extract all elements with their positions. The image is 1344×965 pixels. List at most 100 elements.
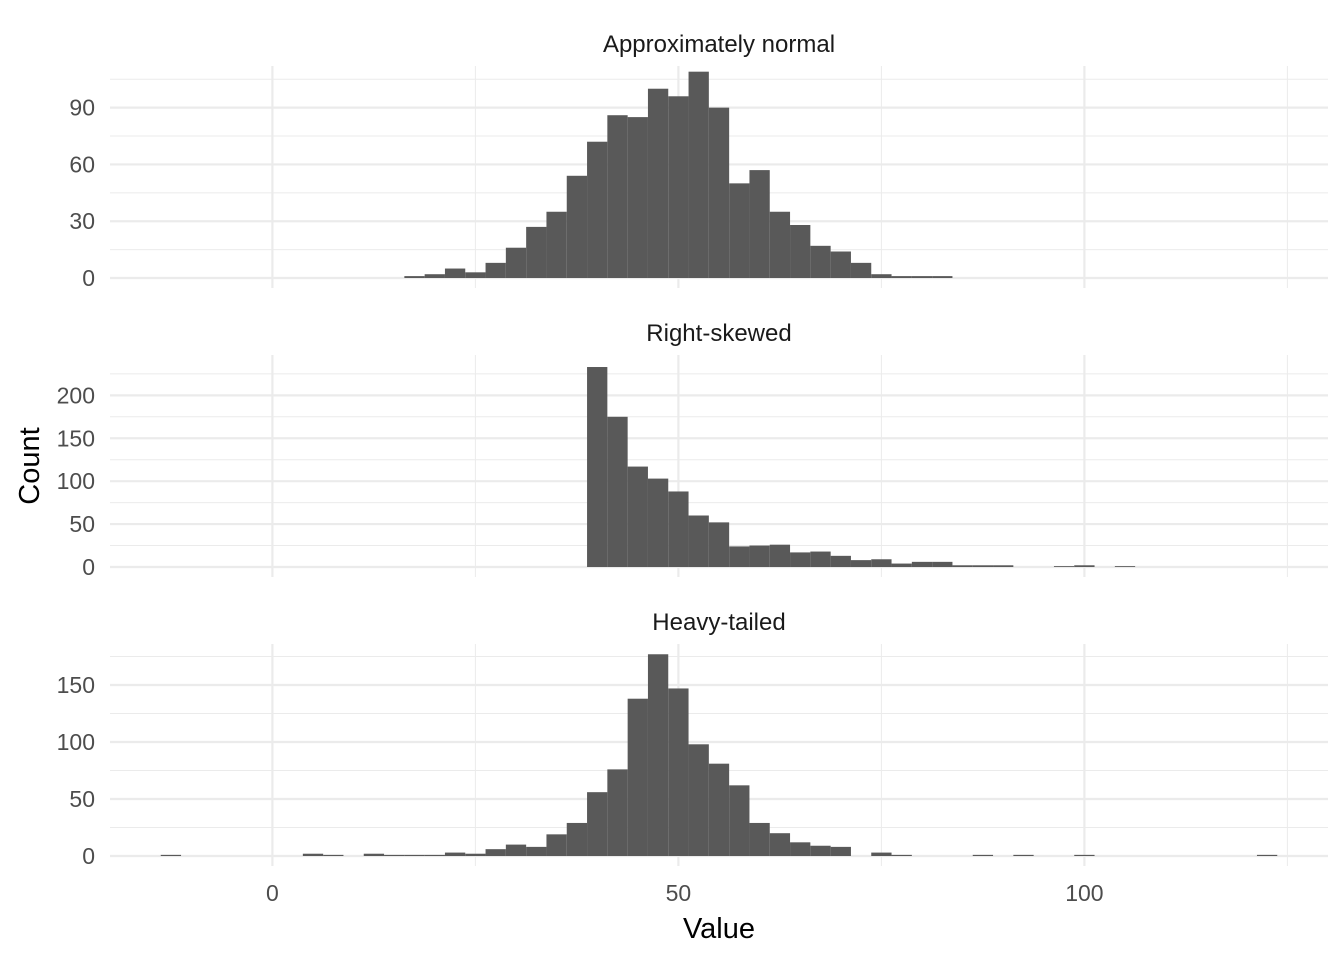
facet-strip-label: Right-skewed bbox=[646, 320, 791, 347]
histogram-bar bbox=[526, 846, 547, 856]
histogram-bar bbox=[810, 845, 831, 856]
histogram-bar bbox=[668, 96, 689, 279]
histogram-bar bbox=[627, 117, 648, 278]
histogram-bar bbox=[424, 854, 445, 856]
histogram-bar bbox=[688, 744, 709, 856]
histogram-bar bbox=[911, 276, 933, 278]
histogram-bar bbox=[444, 852, 466, 856]
histogram-bar bbox=[546, 834, 567, 856]
y-tick-label: 100 bbox=[57, 729, 95, 755]
x-tick-label: 50 bbox=[666, 880, 692, 906]
histogram-bar bbox=[891, 563, 912, 567]
histogram-bar bbox=[891, 854, 912, 856]
facet-panel: 0 30 60 90 Approximately normal bbox=[69, 31, 1328, 291]
histogram-bar bbox=[505, 247, 527, 278]
histogram-bar bbox=[607, 416, 628, 567]
y-tick-label: 0 bbox=[82, 265, 95, 291]
histogram-bar bbox=[688, 71, 709, 278]
histogram-bar bbox=[1256, 854, 1278, 856]
histogram-bar bbox=[627, 698, 648, 856]
histogram-bar bbox=[363, 853, 385, 856]
histogram-bar bbox=[1013, 854, 1034, 856]
histogram-bar bbox=[993, 565, 1014, 567]
histogram-bar bbox=[729, 546, 750, 567]
histogram-bar bbox=[769, 544, 791, 567]
y-tick-label: 60 bbox=[69, 151, 95, 177]
histogram-bar bbox=[404, 276, 425, 278]
histogram-bar bbox=[810, 245, 831, 278]
histogram-bar bbox=[891, 276, 912, 278]
y-tick-label: 50 bbox=[69, 786, 95, 812]
x-tick-label: 0 bbox=[266, 880, 279, 906]
histogram-bar bbox=[871, 852, 892, 856]
histogram-bar bbox=[871, 559, 892, 567]
histogram-bar bbox=[485, 849, 506, 856]
histogram-bar bbox=[911, 561, 933, 567]
y-tick-label: 100 bbox=[57, 468, 95, 494]
histogram-bar bbox=[708, 107, 730, 279]
histogram-bar bbox=[729, 183, 750, 278]
histogram-bar bbox=[302, 853, 324, 856]
histogram-bar bbox=[830, 251, 851, 278]
histogram-bar bbox=[769, 833, 791, 856]
histogram-bar bbox=[587, 792, 608, 856]
histogram-bar bbox=[1053, 566, 1075, 567]
histogram-bar bbox=[607, 769, 628, 856]
histogram-bar bbox=[647, 88, 669, 278]
y-tick-label: 150 bbox=[57, 672, 95, 698]
histogram-bar bbox=[688, 515, 709, 567]
histogram-bar bbox=[485, 262, 506, 278]
histogram-bar bbox=[749, 545, 770, 567]
y-tick-label: 0 bbox=[82, 554, 95, 580]
histogram-bar bbox=[749, 170, 770, 278]
histogram-bar bbox=[587, 141, 608, 278]
histogram-bar bbox=[546, 211, 567, 278]
facet-strip-label: Approximately normal bbox=[603, 31, 835, 58]
histogram-bar bbox=[708, 522, 730, 567]
y-axis-title: Count bbox=[14, 427, 46, 504]
histogram-bar bbox=[505, 844, 527, 856]
histogram-bar bbox=[647, 654, 669, 856]
histogram-bar bbox=[790, 552, 811, 567]
histogram-bar bbox=[1074, 854, 1095, 856]
histogram-bar bbox=[952, 565, 973, 567]
facet-strip-label: Heavy-tailed bbox=[652, 609, 785, 636]
histogram-bar bbox=[465, 272, 486, 278]
histogram-bar bbox=[607, 115, 628, 278]
facet-panel: 0 50 100 150 Heavy-tailed bbox=[57, 609, 1328, 869]
y-tick-label: 0 bbox=[82, 843, 95, 869]
histogram-bar bbox=[850, 560, 872, 567]
histogram-bar bbox=[323, 854, 344, 856]
histogram-bar bbox=[566, 822, 588, 856]
histogram-bar bbox=[790, 225, 811, 278]
histogram-bar bbox=[160, 854, 182, 856]
histogram-bar bbox=[444, 268, 466, 278]
histogram-bar bbox=[932, 561, 953, 567]
histogram-bar bbox=[871, 274, 892, 278]
y-tick-label: 90 bbox=[69, 95, 95, 121]
histogram-bar bbox=[729, 785, 750, 856]
x-tick-label: 100 bbox=[1065, 880, 1103, 906]
histogram-bar bbox=[790, 842, 811, 856]
histogram-bar bbox=[830, 555, 851, 567]
histogram-bar bbox=[830, 846, 851, 856]
histogram-bar bbox=[668, 491, 689, 567]
histogram-bar bbox=[850, 262, 872, 278]
histogram-bar bbox=[526, 226, 547, 278]
histogram-bar bbox=[1074, 565, 1095, 567]
histogram-bar bbox=[404, 854, 425, 856]
histogram-bar bbox=[769, 211, 791, 278]
histogram-bar bbox=[587, 367, 608, 567]
histogram-bar bbox=[566, 175, 588, 278]
histogram-bar bbox=[424, 274, 445, 278]
histogram-bar bbox=[668, 688, 689, 856]
facet-panel: 0 50 100 150 200 Right-skewed bbox=[57, 320, 1328, 580]
histogram-bar bbox=[972, 565, 994, 567]
histogram-bar bbox=[972, 854, 994, 856]
histogram-bar bbox=[1114, 566, 1136, 567]
histogram-bar bbox=[627, 466, 648, 567]
y-tick-label: 50 bbox=[69, 511, 95, 537]
histogram-bar bbox=[749, 822, 770, 856]
